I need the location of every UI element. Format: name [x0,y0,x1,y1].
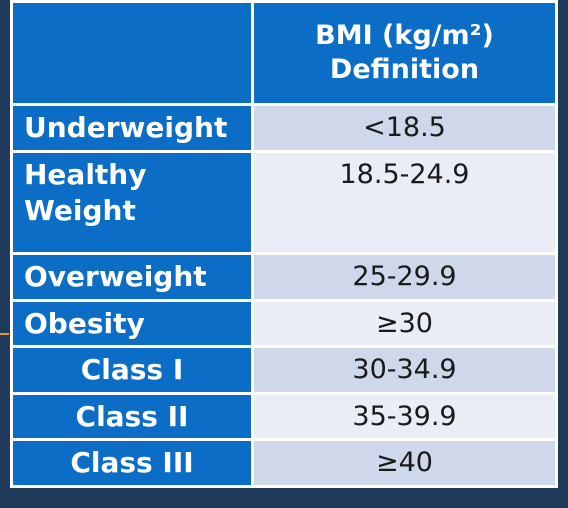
table-row: Overweight 25-29.9 [13,255,555,299]
bmi-table: BMI (kg/m²) Definition Underweight <18.5… [10,0,558,488]
table-row: Class I 30-34.9 [13,348,555,392]
row-label-overweight: Overweight [13,255,251,299]
row-value-class-3: ≥40 [254,441,555,485]
header-empty-cell [13,3,251,104]
row-value-class-1: 30-34.9 [254,348,555,392]
table-row: Class III ≥40 [13,441,555,485]
row-value-obesity: ≥30 [254,301,555,346]
row-value-healthy-weight: 18.5-24.9 [254,152,555,253]
row-label-class-2: Class II [13,394,251,439]
accent-mark [0,333,9,335]
table-row: Healthy Weight 18.5-24.9 [13,152,555,253]
table-row: Underweight <18.5 [13,106,555,150]
row-value-overweight: 25-29.9 [254,255,555,299]
row-value-class-2: 35-39.9 [254,394,555,439]
row-label-class-3: Class III [13,441,251,485]
table-row: Class II 35-39.9 [13,394,555,439]
row-label-class-1: Class I [13,348,251,392]
header-bmi-definition: BMI (kg/m²) Definition [254,3,555,104]
bmi-table-container: BMI (kg/m²) Definition Underweight <18.5… [10,0,558,488]
healthy-weight-text: Healthy Weight [24,157,147,227]
row-label-healthy-weight: Healthy Weight [13,152,251,253]
row-label-obesity: Obesity [13,301,251,346]
row-label-underweight: Underweight [13,106,251,150]
header-line-1: BMI (kg/m²) [315,20,494,52]
row-value-underweight: <18.5 [254,106,555,150]
table-row: Obesity ≥30 [13,301,555,346]
header-row: BMI (kg/m²) Definition [13,3,555,104]
header-line-2: Definition [329,54,480,86]
